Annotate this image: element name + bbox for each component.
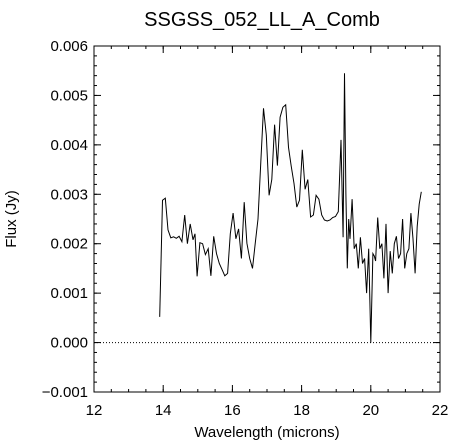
y-tick-label: 0.006 [50, 38, 88, 55]
plot-frame [93, 45, 441, 393]
series-layer [159, 73, 422, 343]
x-tick-label: 20 [362, 402, 379, 419]
x-tick-label: 14 [155, 402, 172, 419]
x-tick-label: 12 [86, 402, 103, 419]
series-line [159, 73, 422, 343]
axis-ticks [93, 45, 441, 393]
y-axis-label: Flux (Jy) [3, 190, 20, 248]
y-tick-label: 0.001 [50, 285, 88, 302]
y-tick-label: 0.005 [50, 87, 88, 104]
y-tick-label: 0.002 [50, 236, 88, 253]
x-tick-label: 22 [432, 402, 449, 419]
tick-labels: 12 14 16 18 20 22 −0.001 0.000 0.001 0.002 0.003 0.… [42, 38, 449, 419]
x-tick-label: 18 [293, 402, 310, 419]
y-tick-label: −0.001 [42, 384, 88, 401]
y-tick-label: 0.003 [50, 186, 88, 203]
x-axis-label: Wavelength (microns) [194, 424, 339, 441]
y-tick-label: 0.000 [50, 335, 88, 352]
chart-title: SSGSS_052_LL_A_Comb [144, 9, 380, 31]
x-tick-label: 16 [224, 402, 241, 419]
y-tick-label: 0.004 [50, 137, 88, 154]
